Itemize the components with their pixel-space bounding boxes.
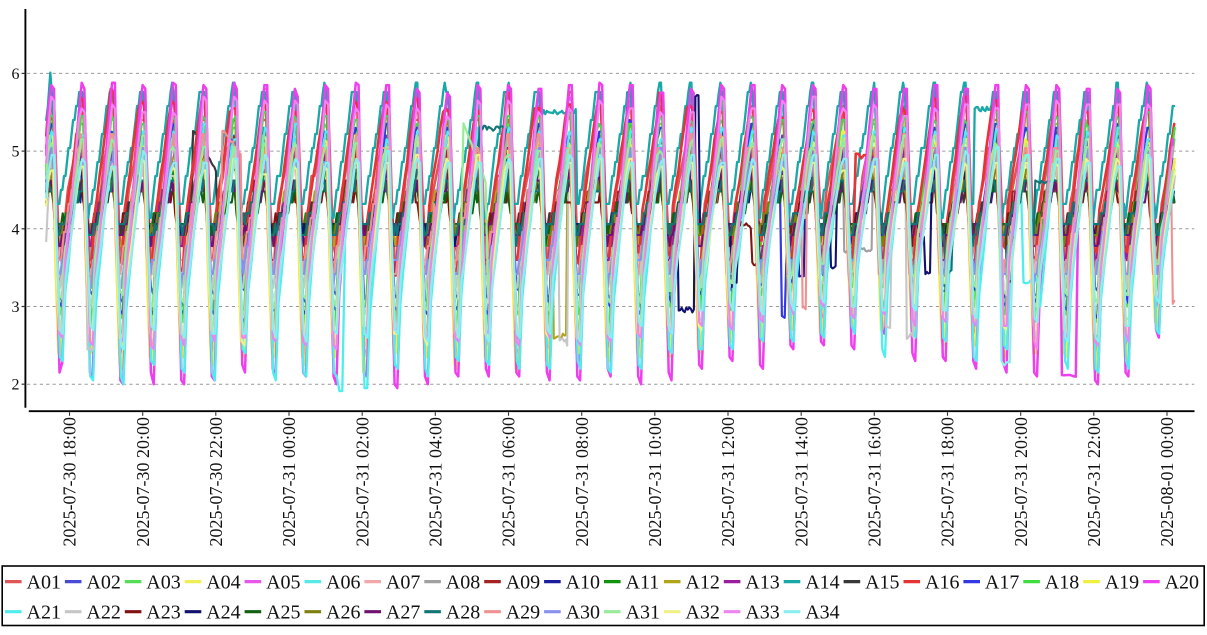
svg-text:5: 5 [12, 144, 20, 161]
svg-text:2025-07-31 14:00: 2025-07-31 14:00 [791, 417, 811, 547]
svg-text:A15: A15 [865, 571, 899, 593]
svg-text:A22: A22 [86, 602, 120, 624]
svg-text:A02: A02 [86, 571, 120, 593]
svg-text:A27: A27 [386, 602, 420, 624]
svg-text:A07: A07 [386, 571, 420, 593]
svg-text:A21: A21 [27, 602, 61, 624]
svg-text:2025-07-31 10:00: 2025-07-31 10:00 [645, 417, 665, 547]
svg-text:2025-07-31 06:00: 2025-07-31 06:00 [499, 417, 519, 547]
svg-text:A08: A08 [446, 571, 480, 593]
svg-text:2025-07-31 08:00: 2025-07-31 08:00 [572, 417, 592, 547]
svg-text:A10: A10 [566, 571, 600, 593]
svg-text:2025-07-30 18:00: 2025-07-30 18:00 [60, 417, 80, 547]
svg-text:2025-07-31 00:00: 2025-07-31 00:00 [279, 417, 299, 547]
svg-text:A05: A05 [266, 571, 300, 593]
svg-text:A01: A01 [27, 571, 61, 593]
svg-text:A04: A04 [206, 571, 240, 593]
svg-text:2025-07-31 12:00: 2025-07-31 12:00 [718, 417, 738, 547]
svg-text:A34: A34 [805, 602, 839, 624]
svg-text:A18: A18 [1045, 571, 1079, 593]
svg-text:A19: A19 [1105, 571, 1139, 593]
svg-text:A25: A25 [266, 602, 300, 624]
svg-text:A16: A16 [925, 571, 959, 593]
svg-text:A12: A12 [685, 571, 719, 593]
svg-text:A31: A31 [626, 602, 660, 624]
svg-text:A09: A09 [506, 571, 540, 593]
svg-text:A33: A33 [745, 602, 779, 624]
svg-text:A03: A03 [146, 571, 180, 593]
svg-text:2025-07-31 16:00: 2025-07-31 16:00 [865, 417, 885, 547]
svg-text:A13: A13 [745, 571, 779, 593]
svg-text:A24: A24 [206, 602, 240, 624]
svg-text:2025-08-01 00:00: 2025-08-01 00:00 [1157, 417, 1177, 547]
svg-text:A11: A11 [626, 571, 660, 593]
svg-text:A26: A26 [326, 602, 360, 624]
svg-text:2025-07-30 22:00: 2025-07-30 22:00 [206, 417, 226, 547]
svg-text:2025-07-31 04:00: 2025-07-31 04:00 [426, 417, 446, 547]
svg-text:A06: A06 [326, 571, 360, 593]
svg-text:A28: A28 [446, 602, 480, 624]
svg-text:A20: A20 [1165, 571, 1199, 593]
svg-text:A30: A30 [566, 602, 600, 624]
svg-text:A23: A23 [146, 602, 180, 624]
svg-text:4: 4 [12, 221, 20, 238]
svg-text:3: 3 [12, 299, 20, 316]
svg-text:2025-07-31 20:00: 2025-07-31 20:00 [1011, 417, 1031, 547]
svg-text:A17: A17 [985, 571, 1019, 593]
svg-text:A29: A29 [506, 602, 540, 624]
svg-text:2025-07-31 18:00: 2025-07-31 18:00 [938, 417, 958, 547]
svg-text:A32: A32 [685, 602, 719, 624]
svg-text:2: 2 [12, 377, 20, 394]
svg-text:2025-07-30 20:00: 2025-07-30 20:00 [133, 417, 153, 547]
svg-text:2025-07-31 02:00: 2025-07-31 02:00 [352, 417, 372, 547]
svg-text:A14: A14 [805, 571, 839, 593]
svg-text:6: 6 [12, 66, 20, 83]
svg-text:2025-07-31 22:00: 2025-07-31 22:00 [1084, 417, 1104, 547]
